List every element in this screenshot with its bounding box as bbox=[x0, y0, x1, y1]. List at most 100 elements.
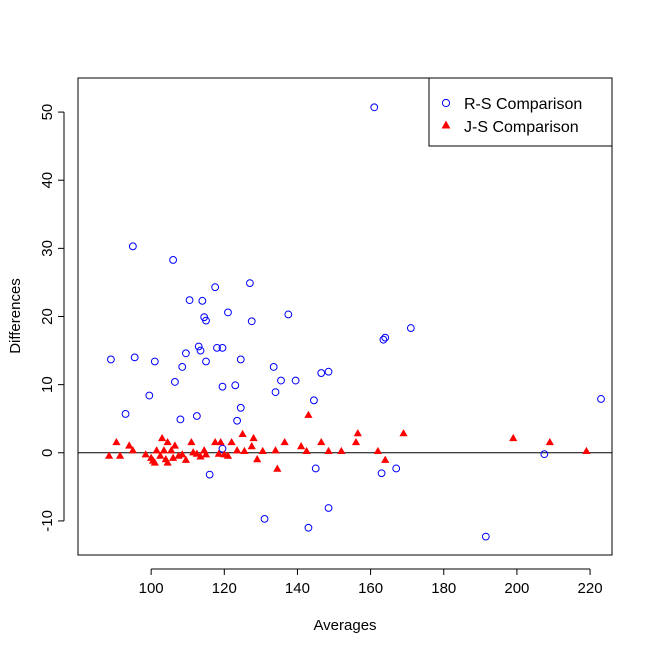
js-point bbox=[337, 446, 346, 455]
js-point bbox=[297, 442, 306, 450]
js-point bbox=[223, 451, 233, 459]
js-point bbox=[163, 437, 172, 446]
js-point bbox=[192, 449, 201, 457]
js-point bbox=[214, 449, 223, 457]
js-point bbox=[150, 458, 159, 466]
js-point bbox=[181, 455, 190, 463]
js-point bbox=[159, 446, 169, 454]
rs-point bbox=[194, 342, 203, 351]
js-point bbox=[167, 446, 176, 454]
x-tick-label: 180 bbox=[431, 580, 456, 597]
js-point bbox=[351, 437, 361, 446]
js-point bbox=[115, 451, 125, 459]
js-point bbox=[381, 455, 390, 463]
x-tick-label: 200 bbox=[504, 580, 529, 597]
rs-point bbox=[247, 317, 256, 326]
rs-point bbox=[205, 470, 214, 479]
js-point bbox=[302, 446, 311, 455]
rs-point bbox=[269, 363, 278, 371]
rs-point bbox=[130, 353, 139, 362]
legend-box bbox=[428, 77, 613, 147]
rs-point bbox=[236, 403, 245, 412]
js-point bbox=[104, 451, 114, 459]
x-axis-label: Averages bbox=[313, 617, 376, 634]
y-axis-label: Differences bbox=[7, 278, 24, 354]
rs-point bbox=[381, 333, 390, 342]
rs-point bbox=[246, 279, 254, 288]
js-point bbox=[168, 453, 178, 461]
rs-point bbox=[185, 296, 194, 305]
rs-point bbox=[211, 283, 220, 292]
legend-label-js: J-S Comparison bbox=[464, 119, 579, 136]
rs-point bbox=[317, 369, 326, 377]
rs-point bbox=[198, 296, 207, 305]
js-point bbox=[163, 458, 172, 466]
rs-point bbox=[171, 378, 179, 386]
rs-point bbox=[224, 308, 232, 317]
rs-point bbox=[192, 412, 201, 420]
js-point bbox=[271, 446, 280, 454]
rs-point bbox=[291, 376, 300, 385]
data-points bbox=[104, 103, 605, 541]
js-point bbox=[273, 464, 282, 472]
js-point bbox=[196, 452, 205, 460]
rs-point bbox=[310, 396, 318, 405]
rs-point bbox=[406, 324, 415, 332]
rs-point bbox=[196, 346, 205, 355]
rs-point bbox=[311, 464, 320, 473]
rs-point bbox=[145, 391, 154, 400]
y-tick-label: 40 bbox=[39, 172, 56, 189]
legend-label-rs: R-S Comparison bbox=[464, 96, 582, 113]
js-point bbox=[141, 450, 150, 458]
x-tick-label: 140 bbox=[285, 580, 310, 597]
js-point bbox=[152, 446, 161, 454]
rs-point bbox=[260, 514, 269, 523]
rs-point bbox=[181, 349, 190, 358]
rs-point bbox=[379, 335, 388, 344]
js-point bbox=[227, 437, 236, 446]
js-point bbox=[353, 429, 362, 437]
rs-point bbox=[236, 355, 245, 364]
rs-point bbox=[231, 381, 240, 390]
rs-point bbox=[597, 395, 605, 403]
rs-point bbox=[324, 504, 333, 512]
rs-point bbox=[121, 410, 130, 418]
legend: R-S Comparison J-S Comparison bbox=[428, 77, 613, 147]
y-tick-label: 0 bbox=[39, 449, 56, 457]
js-point bbox=[324, 446, 333, 455]
js-point bbox=[253, 455, 262, 463]
js-point bbox=[216, 437, 225, 446]
js-point bbox=[128, 446, 137, 454]
rs-point bbox=[128, 242, 137, 251]
rs-point bbox=[107, 355, 115, 364]
rs-point bbox=[218, 444, 227, 453]
x-tick-label: 120 bbox=[212, 580, 237, 597]
rs-point bbox=[202, 357, 210, 366]
rs-point bbox=[370, 103, 379, 112]
js-point bbox=[373, 446, 383, 455]
y-tick-label: -10 bbox=[39, 510, 56, 532]
rs-point bbox=[304, 523, 313, 532]
rs-point bbox=[540, 450, 549, 459]
rs-point bbox=[233, 416, 242, 425]
legend-marker-js bbox=[441, 120, 451, 129]
js-point bbox=[304, 410, 313, 418]
js-point bbox=[317, 437, 326, 446]
y-tick-label: 50 bbox=[39, 104, 56, 121]
rs-point bbox=[377, 469, 386, 478]
rs-point bbox=[392, 464, 401, 473]
y-axis: -10 0 10 20 30 40 50 bbox=[39, 104, 65, 532]
legend-marker-rs bbox=[441, 98, 451, 108]
rs-point bbox=[218, 343, 227, 352]
x-tick-label: 160 bbox=[358, 580, 383, 597]
js-point bbox=[582, 446, 591, 455]
js-point bbox=[178, 450, 187, 458]
js-point bbox=[156, 451, 165, 459]
js-point bbox=[399, 429, 408, 437]
rs-point bbox=[150, 357, 159, 366]
js-point bbox=[258, 446, 267, 455]
js-point bbox=[170, 441, 180, 449]
rs-point bbox=[202, 316, 210, 325]
plot-frame bbox=[77, 77, 613, 556]
